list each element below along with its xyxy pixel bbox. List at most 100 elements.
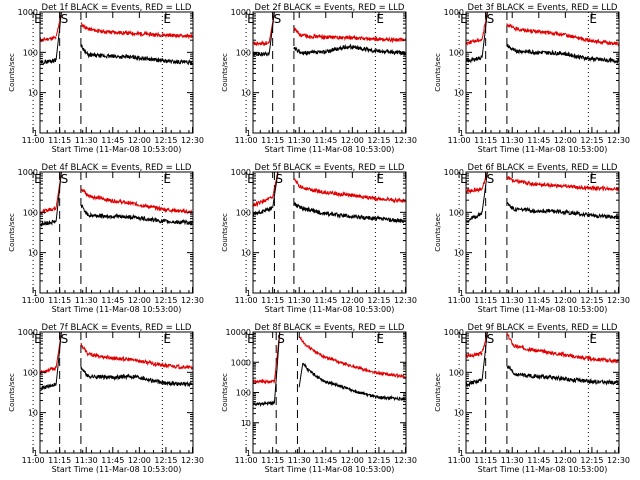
series-line-black <box>506 201 619 220</box>
marker-label: E <box>163 332 171 346</box>
panel-title: Det 8f BLACK = Events, RED = LLD <box>255 323 405 333</box>
x-tick-label: 11:45 <box>101 296 124 305</box>
series-line-black <box>466 54 483 64</box>
x-tick-label: 12:30 <box>394 296 417 305</box>
marker-label: S <box>275 172 283 186</box>
marker-label: E <box>376 332 384 346</box>
y-tick-label: 1 <box>246 129 251 138</box>
panel-title: Det 9f BLACK = Events, RED = LLD <box>468 323 618 333</box>
x-tick-label: 11:00 <box>235 296 258 305</box>
panel-title: Det 1f BLACK = Events, RED = LLD <box>42 3 192 13</box>
y-tick-label: 1000 <box>231 8 251 17</box>
marker-label: E <box>376 12 384 26</box>
x-tick-label: 12:30 <box>607 456 630 465</box>
plot-frame <box>465 331 620 454</box>
marker-label: E <box>34 12 42 26</box>
x-tick-label: 11:00 <box>22 456 45 465</box>
x-tick-label: 12:00 <box>341 456 364 465</box>
series-line-red <box>40 206 57 215</box>
marker-label: E <box>589 172 597 186</box>
marker-label: S <box>487 332 495 346</box>
series-line-black <box>253 400 275 407</box>
marker-label: E <box>376 172 384 186</box>
plot-frame <box>465 171 620 294</box>
x-tick-label: 12:30 <box>181 456 204 465</box>
series-line-red <box>506 23 619 46</box>
series-line-black <box>481 12 488 58</box>
y-tick-label: 1 <box>459 289 464 298</box>
x-tick-label: 11:15 <box>48 136 71 145</box>
series-line-red <box>80 21 193 40</box>
marker-label: S <box>487 12 495 26</box>
series-line-red <box>293 178 406 204</box>
marker-label: S <box>61 172 69 186</box>
series-line-red <box>506 332 619 364</box>
series-line-black <box>268 12 275 55</box>
x-tick-label: 11:15 <box>261 456 284 465</box>
x-axis-label: Start Time (11-Mar-08 10:53:00) <box>478 465 608 474</box>
x-tick-label: 11:15 <box>474 456 497 465</box>
x-tick-label: 11:30 <box>501 296 524 305</box>
series-line-black <box>40 219 57 227</box>
marker-label: S <box>487 172 495 186</box>
y-tick-label: 100 <box>236 48 251 57</box>
x-tick-label: 11:00 <box>22 136 45 145</box>
series-line-black <box>272 172 279 208</box>
y-axis-label: Counts/sec <box>434 213 442 252</box>
x-tick-label: 12:30 <box>607 136 630 145</box>
y-tick-label: 1 <box>33 289 38 298</box>
x-tick-label: 11:45 <box>314 456 337 465</box>
y-tick-label: 1000 <box>18 328 38 337</box>
x-tick-label: 11:30 <box>288 456 311 465</box>
y-tick-label: 1000 <box>18 168 38 177</box>
x-tick-label: 11:30 <box>501 456 524 465</box>
marker-label: E <box>34 332 42 346</box>
y-tick-label: 100 <box>449 208 464 217</box>
x-tick-label: 12:00 <box>554 456 577 465</box>
y-tick-label: 100 <box>23 48 38 57</box>
y-tick-label: 1000 <box>231 168 251 177</box>
x-tick-label: 11:45 <box>527 136 550 145</box>
y-tick-label: 10 <box>28 409 38 418</box>
x-tick-label: 11:15 <box>474 296 497 305</box>
x-tick-label: 11:30 <box>75 296 98 305</box>
panel-title: Det 3f BLACK = Events, RED = LLD <box>468 3 618 13</box>
y-tick-label: 1000 <box>18 8 38 17</box>
x-tick-label: 12:00 <box>341 296 364 305</box>
series-line-black <box>80 44 193 66</box>
series-line-black <box>55 332 62 385</box>
x-tick-label: 12:00 <box>554 296 577 305</box>
marker-label: E <box>460 332 468 346</box>
marker-label: E <box>589 12 597 26</box>
x-tick-label: 12:15 <box>154 296 177 305</box>
y-axis-label: Counts/sec <box>8 53 16 92</box>
x-axis-label: Start Time (11-Mar-08 10:53:00) <box>265 145 395 154</box>
series-line-red <box>299 336 406 380</box>
x-tick-label: 11:45 <box>101 456 124 465</box>
y-tick-label: 1 <box>246 289 251 298</box>
marker-label: E <box>460 12 468 26</box>
series-line-black <box>55 172 62 222</box>
panel-title: Det 2f BLACK = Events, RED = LLD <box>255 3 405 13</box>
x-tick-label: 12:30 <box>607 296 630 305</box>
series-line-black <box>293 43 406 57</box>
x-tick-label: 11:45 <box>527 456 550 465</box>
y-tick-label: 10000 <box>226 328 251 337</box>
series-line-black <box>55 12 62 60</box>
marker-label: E <box>247 172 255 186</box>
marker-label: S <box>277 332 285 346</box>
plot-frame <box>252 171 407 294</box>
series-line-black <box>466 210 483 224</box>
y-tick-label: 1000 <box>444 8 464 17</box>
y-tick-label: 1 <box>459 129 464 138</box>
series-line-black <box>466 378 483 388</box>
marker-label: E <box>589 332 597 346</box>
series-line-black <box>40 382 57 391</box>
y-tick-label: 10 <box>241 419 251 428</box>
